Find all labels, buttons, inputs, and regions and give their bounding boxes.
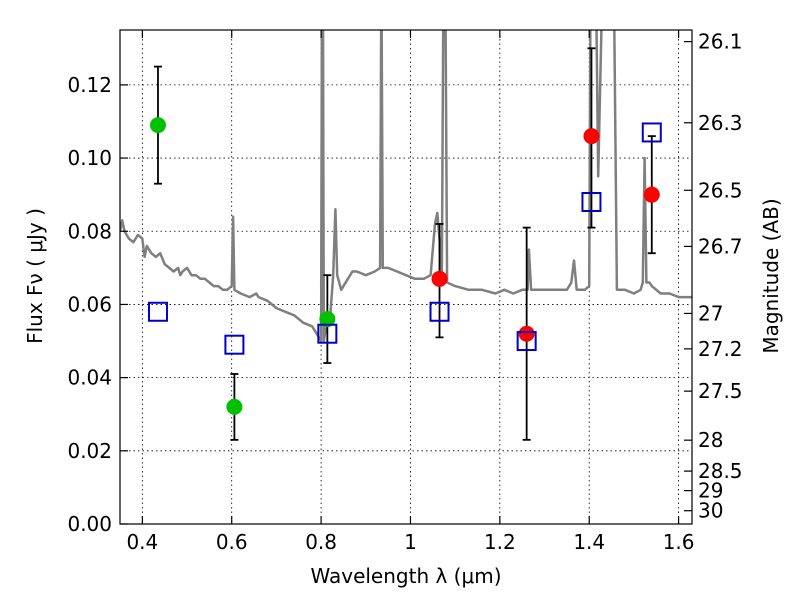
- green-data-point: [319, 311, 336, 328]
- right-tick-label: 26.3: [698, 111, 743, 135]
- plot-frame: [119, 29, 693, 525]
- x-tick-label: 1.4: [573, 530, 605, 554]
- red-data-point: [583, 128, 600, 145]
- x-tick-label: 1.2: [484, 530, 516, 554]
- x-tick-label: 0.8: [305, 530, 337, 554]
- model-photometry-square: [317, 323, 338, 344]
- grid: [120, 30, 692, 525]
- y-tick-label: 0.06: [67, 292, 112, 316]
- model-photometry-square: [429, 301, 450, 322]
- model-photometry-square: [581, 191, 602, 212]
- green-data-point: [226, 398, 243, 415]
- y-tick-label: 0.08: [67, 219, 112, 243]
- x-tick-label: 0.4: [126, 530, 158, 554]
- green-data-point: [149, 117, 166, 134]
- right-tick-label: 29: [698, 479, 723, 503]
- right-tick-label: 27: [698, 301, 723, 325]
- right-tick-label: 28.5: [698, 459, 743, 483]
- right-tick-label: 26.7: [698, 234, 743, 258]
- model-photometry-square: [641, 122, 662, 143]
- red-data-point: [643, 186, 660, 203]
- model-photometry-square: [224, 334, 245, 355]
- y-tick-label: 0.02: [67, 439, 112, 463]
- y-tick-label: 0.00: [67, 512, 112, 536]
- spectrum-layer: [120, 30, 692, 343]
- right-tick-label: 26.1: [698, 30, 743, 54]
- y-tick-label: 0.04: [67, 366, 112, 390]
- points-layer: [147, 47, 662, 441]
- model-photometry-square: [516, 331, 537, 352]
- y-tick-label: 0.12: [67, 73, 112, 97]
- x-tick-label: 1.6: [663, 530, 695, 554]
- model-photometry-square: [147, 301, 168, 322]
- right-tick-label: 26.5: [698, 178, 743, 202]
- right-tick-label: 27.5: [698, 379, 743, 403]
- right-axis-title: Magnitude (AB): [759, 198, 783, 353]
- right-tick-label: 30: [698, 499, 723, 523]
- y-tick-label: 0.10: [67, 146, 112, 170]
- model-spectrum-line: [120, 30, 692, 343]
- x-tick-label: 1: [404, 530, 417, 554]
- right-tick-label: 28: [698, 428, 723, 452]
- red-data-point: [431, 270, 448, 287]
- x-axis-title: Wavelength λ (μm): [310, 564, 501, 588]
- red-data-point: [518, 325, 535, 342]
- y-axis-title: Flux Fν ( μJy ): [23, 208, 47, 344]
- axes-layer: 0.4 0.6 0.8 1 1.2 1.4 1.6 0.00 0.02 0.04 0.06 0.08 0…: [67, 29, 743, 554]
- x-tick-label: 0.6: [216, 530, 248, 554]
- right-tick-label: 27.2: [698, 337, 743, 361]
